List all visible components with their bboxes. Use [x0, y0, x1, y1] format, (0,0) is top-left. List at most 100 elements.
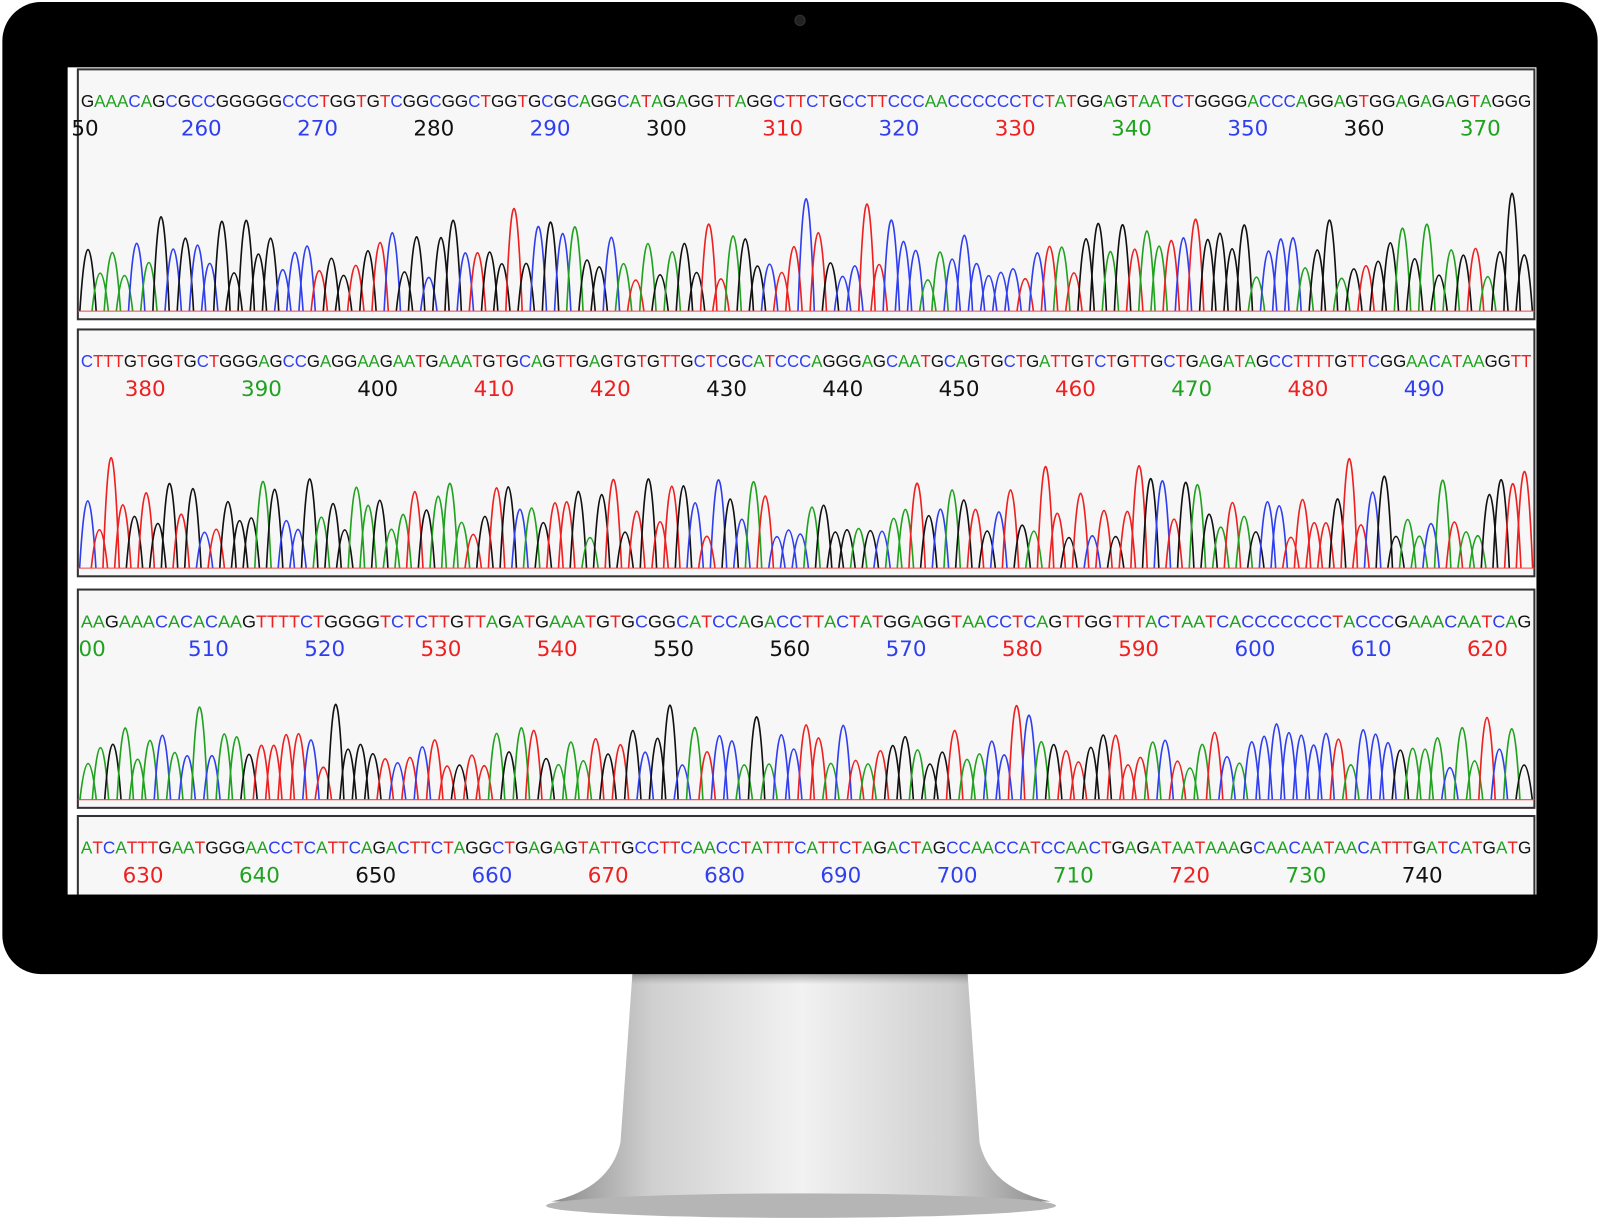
- trace-peak: [1320, 219, 1339, 312]
- base-run: A: [1039, 351, 1051, 371]
- base-run: GG: [1077, 91, 1104, 111]
- trace-peak: [1428, 737, 1447, 800]
- base-run: TTT: [93, 351, 124, 371]
- camera: [794, 14, 806, 27]
- position-label: 350: [1227, 117, 1268, 142]
- position-label: 450: [939, 377, 980, 402]
- base-run: A: [258, 351, 270, 371]
- trace-peak: [1153, 479, 1172, 569]
- position-label: 580: [1002, 637, 1043, 662]
- trace-peak: [324, 502, 343, 569]
- base-run: G: [1456, 91, 1469, 111]
- trace-peak: [1503, 192, 1522, 312]
- base-run: C: [617, 91, 629, 111]
- base-run: T: [1184, 91, 1195, 111]
- base-run: G: [367, 91, 380, 111]
- trace-peak: [464, 533, 483, 569]
- trace-peak: [237, 219, 256, 312]
- trace-peak: [1270, 505, 1289, 569]
- base-run: G: [540, 838, 553, 858]
- base-run: GG: [465, 838, 492, 858]
- base-run: AA: [1462, 351, 1485, 371]
- base-run: T: [380, 611, 391, 631]
- trace-peak: [623, 729, 642, 800]
- base-run: A: [807, 838, 819, 858]
- trace-peak: [79, 248, 97, 312]
- base-run: T: [701, 611, 712, 631]
- base-run: A: [1505, 611, 1517, 631]
- trace-peak: [310, 270, 329, 312]
- trace-peak: [183, 488, 202, 569]
- trace-peak: [1284, 237, 1302, 312]
- trace-peak: [207, 528, 226, 569]
- base-run: GGGG: [324, 611, 380, 631]
- base-run: G: [873, 351, 886, 371]
- base-run: T: [481, 91, 492, 111]
- position-label: 420: [590, 377, 631, 402]
- base-run: A: [1343, 611, 1355, 631]
- base-run: G: [81, 91, 94, 111]
- trace-peak: [581, 536, 599, 569]
- base-run: C: [197, 351, 209, 371]
- base-run: TTT: [1381, 838, 1413, 858]
- base-run: C: [773, 91, 785, 111]
- base-run: GGG: [205, 838, 245, 858]
- position-label: 330: [995, 117, 1036, 142]
- base-run: C: [397, 838, 409, 858]
- trace-peak: [873, 530, 892, 569]
- base-run: G: [1117, 351, 1130, 371]
- trace-peak: [1490, 748, 1509, 800]
- base-run: T: [1195, 838, 1206, 858]
- base-run: C: [635, 611, 648, 631]
- trace-peak: [1064, 272, 1083, 312]
- base-run: GG: [1485, 351, 1511, 371]
- base-run: C: [694, 351, 706, 371]
- base-run: AA: [1181, 611, 1205, 631]
- trace-peak: [908, 482, 927, 569]
- trace-peak: [370, 499, 389, 569]
- trace-peak: [648, 737, 667, 800]
- base-run: T: [443, 838, 454, 858]
- trace-peak: [429, 495, 448, 569]
- base-run: C: [1253, 838, 1265, 858]
- base-run: A: [486, 611, 498, 631]
- base-run: A: [860, 611, 872, 631]
- trace-peak: [747, 716, 766, 800]
- trace-peak: [202, 754, 221, 800]
- base-run: A: [454, 838, 466, 858]
- base-run: T: [195, 838, 206, 858]
- trace-peak: [1052, 246, 1071, 312]
- base-run: T: [1234, 351, 1245, 371]
- base-run: G: [450, 611, 464, 631]
- base-run: GGG: [1491, 91, 1531, 111]
- base-run: G: [498, 611, 512, 631]
- base-run: A: [579, 91, 591, 111]
- base-run: G: [506, 351, 519, 371]
- trace-peak: [797, 197, 816, 312]
- trace-peak: [1351, 524, 1370, 569]
- base-run: GG: [147, 351, 173, 371]
- base-run: T: [209, 351, 220, 371]
- base-run: CC: [986, 611, 1012, 631]
- trace-peak: [1089, 222, 1108, 312]
- base-run: T: [1470, 91, 1481, 111]
- trace-peak: [1131, 756, 1150, 800]
- base-run: A: [589, 838, 601, 858]
- trace-peak: [685, 727, 704, 800]
- base-run: A: [115, 838, 127, 858]
- trace-peak: [1024, 530, 1043, 569]
- trace-peak: [1466, 247, 1485, 312]
- base-run: C: [1429, 351, 1441, 371]
- base-run: C: [1444, 611, 1457, 631]
- base-run: T: [1084, 351, 1095, 371]
- trace-peak: [1305, 522, 1324, 569]
- position-label: 530: [421, 637, 462, 662]
- base-run: T: [578, 838, 589, 858]
- base-run: G: [647, 351, 660, 371]
- trace-peak: [137, 492, 156, 569]
- trace-peak: [103, 252, 122, 312]
- base-run: CC: [1269, 351, 1293, 371]
